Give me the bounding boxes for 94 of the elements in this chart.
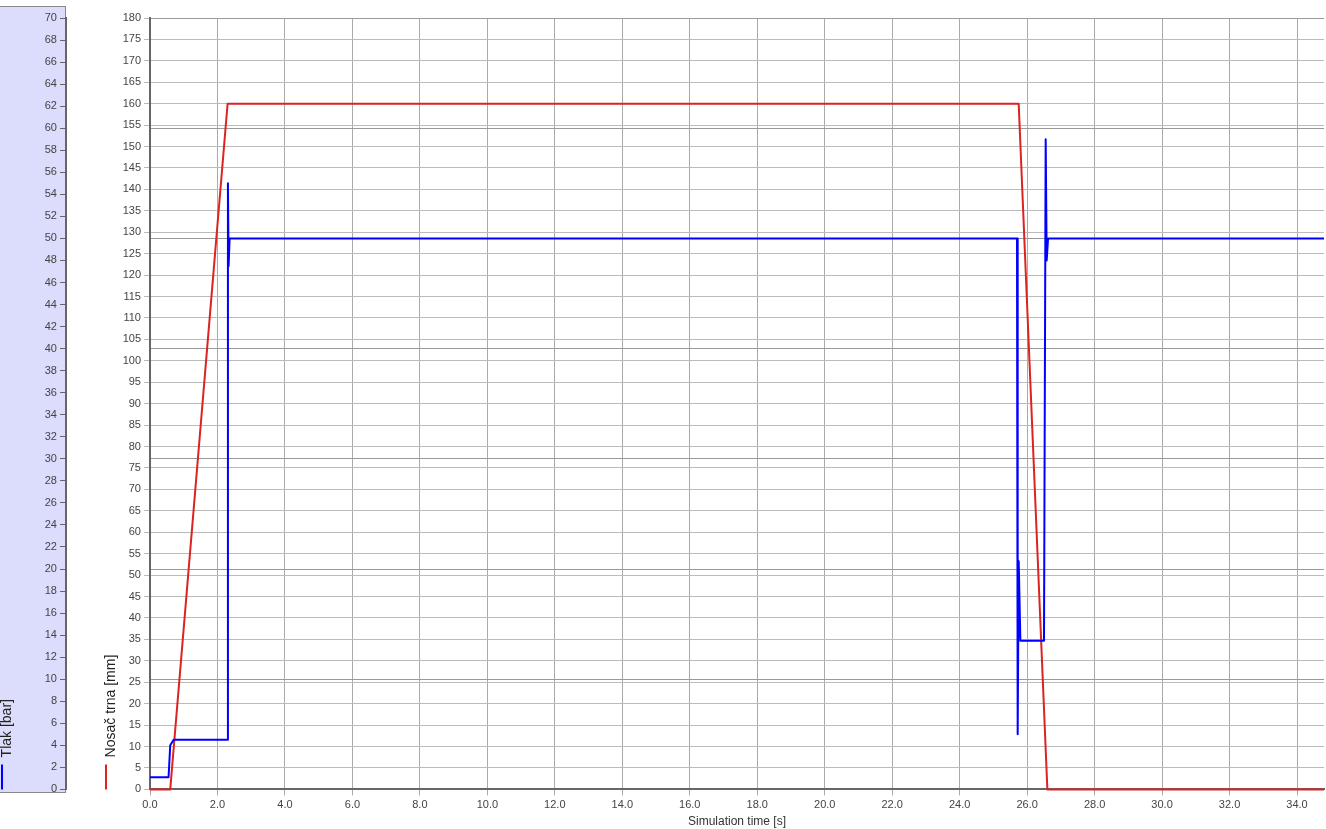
y-tick-label: 15 — [128, 718, 141, 731]
y-tick-label: 5 — [134, 761, 141, 773]
y-tick-label: 155 — [122, 118, 141, 131]
y2-tick-label: 0 — [50, 782, 57, 795]
y-tick-label: 135 — [122, 203, 141, 216]
y2-tick-label: 30 — [44, 451, 57, 464]
x-axis-title: Simulation time [s] — [687, 814, 787, 829]
y-tick-label: 165 — [122, 75, 141, 88]
y-tick-label: 105 — [122, 332, 141, 345]
y2-tick-label: 58 — [44, 143, 57, 156]
y-tick-label: 90 — [128, 396, 141, 409]
y2-tick-label: 50 — [44, 231, 57, 244]
y2-tick-label: 18 — [44, 584, 57, 597]
y2-tick-label: 40 — [44, 341, 57, 354]
y2-tick-label: 24 — [44, 517, 57, 530]
y2-tick-label: 16 — [44, 606, 57, 619]
y2-tick-label: 54 — [44, 187, 57, 200]
y2-tick-label: 34 — [44, 407, 57, 420]
y-tick-label: 120 — [122, 268, 141, 281]
x-tick-label: 22.0 — [881, 798, 903, 811]
y2-tick-label: 8 — [50, 694, 57, 707]
y-axis-title: Nosač trna [mm] — [101, 654, 118, 758]
y2-tick-label: 62 — [44, 99, 57, 112]
x-tick-label: 16.0 — [679, 798, 701, 811]
y-tick-label: 45 — [128, 589, 141, 602]
y-tick-label: 85 — [128, 418, 141, 431]
y2-tick-label: 42 — [44, 319, 57, 332]
y-tick-label: 20 — [128, 696, 141, 709]
y2-tick-label: 36 — [44, 385, 57, 398]
y-tick-label: 95 — [128, 375, 141, 388]
y2-tick-label: 52 — [44, 209, 57, 222]
x-tick-label: 10.0 — [476, 798, 499, 811]
y-tick-label: 175 — [122, 32, 141, 45]
y-tick-label: 70 — [128, 482, 141, 495]
y2-tick-label: 56 — [44, 165, 57, 178]
y2-tick-label: 22 — [44, 539, 57, 552]
y-tick-label: 75 — [128, 461, 141, 474]
x-tick-label: 30.0 — [1151, 798, 1173, 811]
y-tick-label: 30 — [128, 653, 141, 666]
y2-tick-label: 38 — [44, 363, 57, 376]
y-tick-label: 60 — [128, 525, 141, 538]
y2-tick-label: 14 — [44, 628, 57, 641]
y2-tick-label: 68 — [44, 33, 57, 46]
x-tick-label: 4.0 — [277, 798, 293, 811]
y-tick-label: 25 — [128, 675, 141, 688]
y-tick-label: 50 — [128, 568, 141, 581]
x-tick-label: 8.0 — [412, 798, 428, 811]
y2-tick-label: 66 — [44, 55, 57, 68]
y2-tick-label: 64 — [44, 77, 57, 90]
y-tick-label: 110 — [123, 311, 141, 324]
y-tick-label: 40 — [128, 611, 141, 624]
x-tick-label: 0.0 — [142, 798, 158, 811]
y2-tick-label: 48 — [44, 253, 57, 266]
y2-tick-label: 2 — [50, 760, 57, 773]
y2-tick-label: 60 — [44, 121, 57, 134]
y-tick-label: 180 — [122, 11, 141, 24]
y2-axis-title: Tlak [bar] — [0, 699, 14, 758]
y2-tick-label: 32 — [44, 429, 57, 442]
y-tick-label: 115 — [123, 289, 141, 302]
y-tick-label: 125 — [122, 246, 141, 259]
y-tick-label: 100 — [122, 353, 141, 366]
y-tick-label: 10 — [128, 739, 141, 752]
x-tick-label: 28.0 — [1083, 798, 1106, 811]
x-tick-label: 24.0 — [948, 798, 971, 811]
y2-tick-label: 46 — [44, 275, 57, 288]
x-tick-label: 34.0 — [1286, 798, 1308, 811]
y2-tick-label: 20 — [44, 562, 57, 575]
y2-tick-label: 70 — [44, 11, 57, 24]
x-tick-label: 18.0 — [746, 798, 768, 811]
y-tick-label: 150 — [122, 139, 141, 152]
x-tick-label: 2.0 — [209, 798, 226, 811]
y-tick-label: 80 — [128, 439, 141, 452]
y-tick-label: 65 — [128, 503, 141, 516]
x-tick-label: 20.0 — [814, 798, 836, 811]
y2-tick-label: 10 — [44, 672, 57, 685]
x-tick-label: 12.0 — [544, 798, 566, 811]
x-tick-label: 26.0 — [1016, 798, 1038, 811]
x-tick-label: 32.0 — [1218, 798, 1241, 811]
y-tick-label: 55 — [128, 546, 141, 559]
y2-tick-label: 44 — [44, 297, 57, 310]
x-tick-label: 6.0 — [344, 798, 361, 811]
y-tick-label: 160 — [122, 96, 141, 109]
y-tick-label: 130 — [122, 225, 141, 238]
y2-tick-label: 6 — [50, 716, 57, 729]
x-tick-label: 14.0 — [611, 798, 634, 811]
y-tick-label: 35 — [128, 632, 141, 645]
y2-tick-label: 4 — [50, 738, 57, 751]
y-tick-label: 145 — [122, 161, 141, 174]
y2-tick-label: 12 — [44, 650, 57, 663]
y2-tick-label: 26 — [44, 495, 57, 508]
y-tick-label: 140 — [122, 182, 141, 195]
y2-tick-label: 28 — [44, 473, 57, 486]
y-tick-label: 170 — [122, 53, 141, 66]
y-tick-label: 0 — [134, 782, 141, 795]
